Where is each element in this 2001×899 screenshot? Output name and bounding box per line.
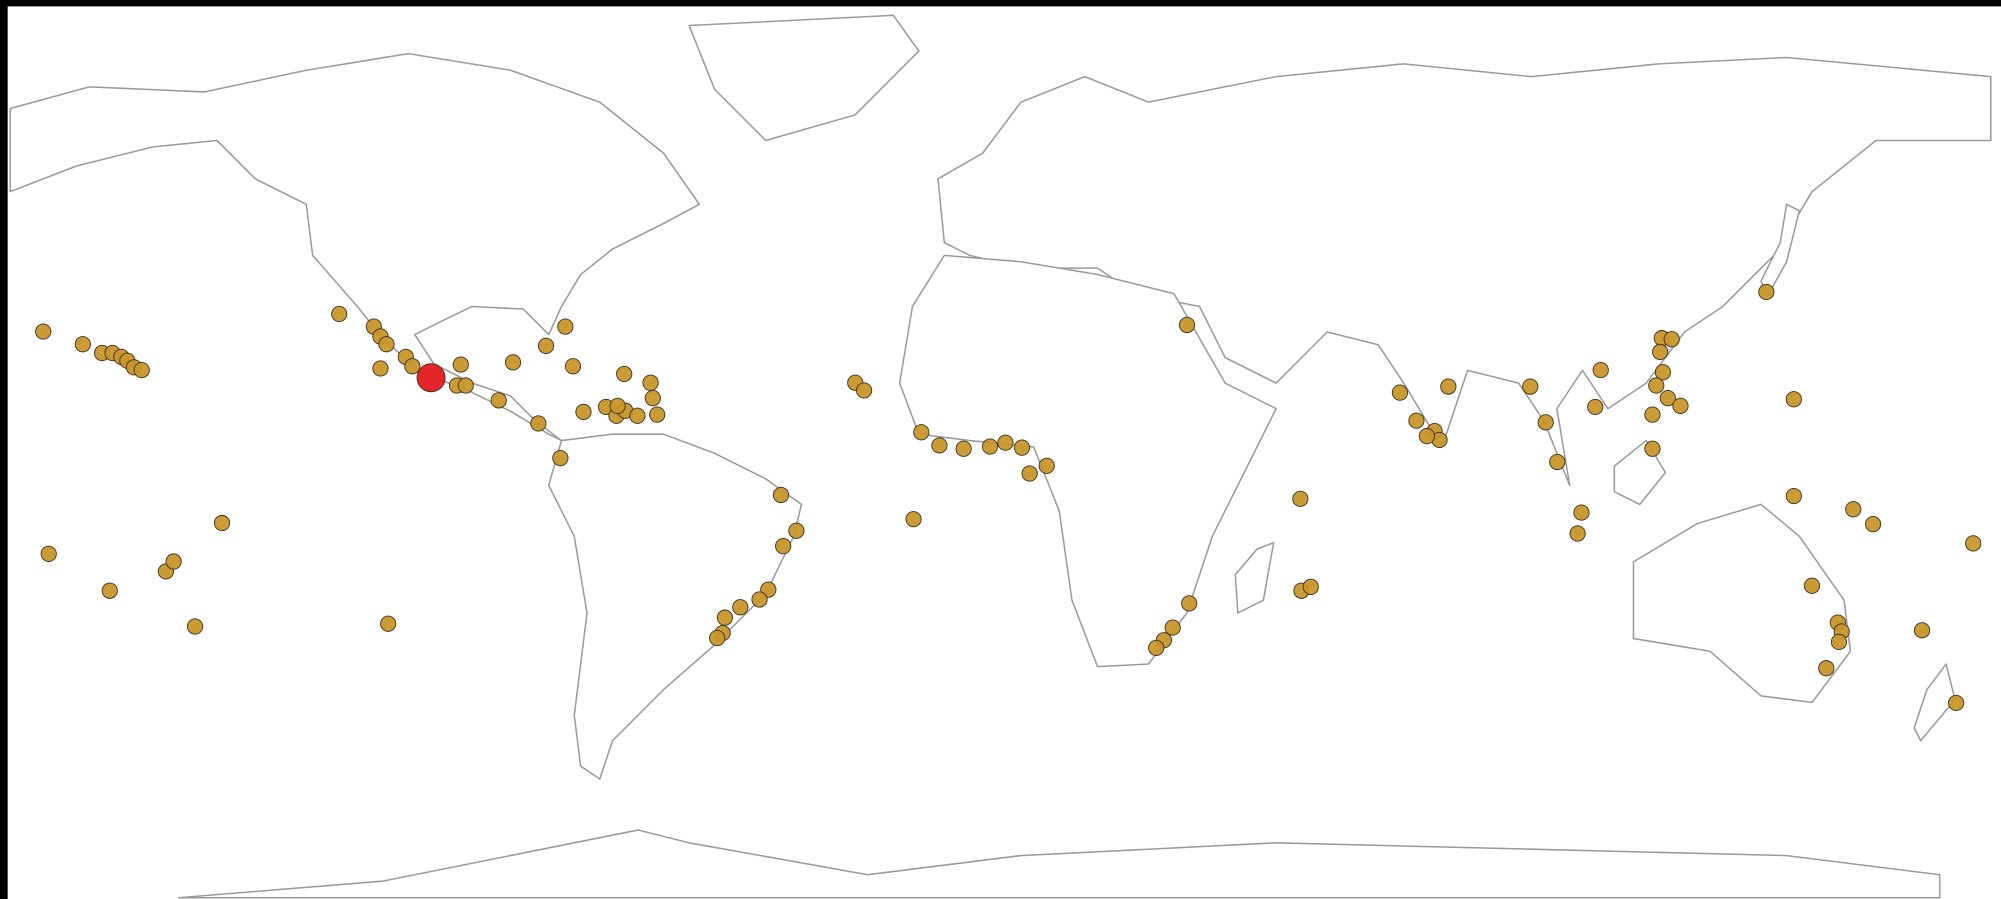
point [1391,384,1409,401]
point [1148,639,1165,657]
point [1522,378,1539,395]
point [772,486,790,504]
point [732,599,749,616]
point [1830,633,1848,650]
point [186,618,204,635]
point [905,511,922,528]
point [1965,535,1982,552]
point [101,582,118,599]
point [1913,622,1931,639]
point [1644,440,1661,457]
point [380,615,397,632]
point [1845,501,1862,518]
point [1440,378,1457,395]
greenland [688,14,920,142]
point [1302,578,1319,595]
point [649,406,666,423]
point [1537,414,1554,431]
point [40,545,57,562]
frame-top [0,0,2001,7]
south-america [547,433,803,780]
point [1785,487,1802,505]
point [1292,490,1309,507]
point [1803,577,1821,594]
point [913,424,930,441]
point [372,360,389,377]
point [1785,391,1802,408]
point [1418,427,1435,445]
point [1818,660,1835,677]
point [1672,397,1689,414]
point [1013,439,1031,456]
point [74,336,91,353]
point [855,382,873,399]
point [616,365,633,383]
point [564,358,582,375]
point [552,449,569,467]
point [1592,361,1609,379]
point [457,377,474,394]
point [1038,457,1055,474]
point [331,305,348,323]
point [1864,516,1882,533]
point [1648,377,1665,394]
point [931,437,948,454]
point [1652,343,1669,361]
point [504,354,522,371]
point [1549,453,1566,471]
point [716,609,733,626]
point [378,336,395,353]
point [1948,694,1965,712]
north-america [9,52,701,442]
point [955,440,972,457]
point [629,407,646,424]
point [775,538,792,555]
basemap [9,14,1992,899]
new-zealand [1913,663,1956,742]
point [575,403,592,420]
point [557,318,574,335]
point [751,591,768,608]
point [490,392,507,409]
madagascar [1234,541,1275,614]
frame-left [0,0,8,899]
point [452,356,469,373]
point [1181,595,1198,612]
point [1569,525,1586,542]
eurasia [937,56,1992,487]
point [530,415,547,432]
point [416,363,446,393]
antarctica [177,829,1941,899]
point [165,553,182,570]
point [1021,465,1038,482]
point [1164,619,1181,636]
point [213,514,231,532]
point [981,438,999,455]
point [642,374,659,391]
point [1644,406,1661,423]
point [1758,283,1775,301]
point [997,434,1014,451]
point [644,390,661,407]
point [609,397,626,414]
point [709,629,726,647]
point [1654,364,1671,381]
point [133,361,150,379]
point [1663,331,1680,348]
point [404,358,421,375]
point [1178,316,1196,334]
point [788,522,805,539]
point [1408,412,1425,429]
point [1659,390,1676,407]
point [1587,398,1604,416]
point [35,323,52,340]
point [537,337,555,354]
point [1573,504,1590,521]
australia [1632,503,1852,704]
